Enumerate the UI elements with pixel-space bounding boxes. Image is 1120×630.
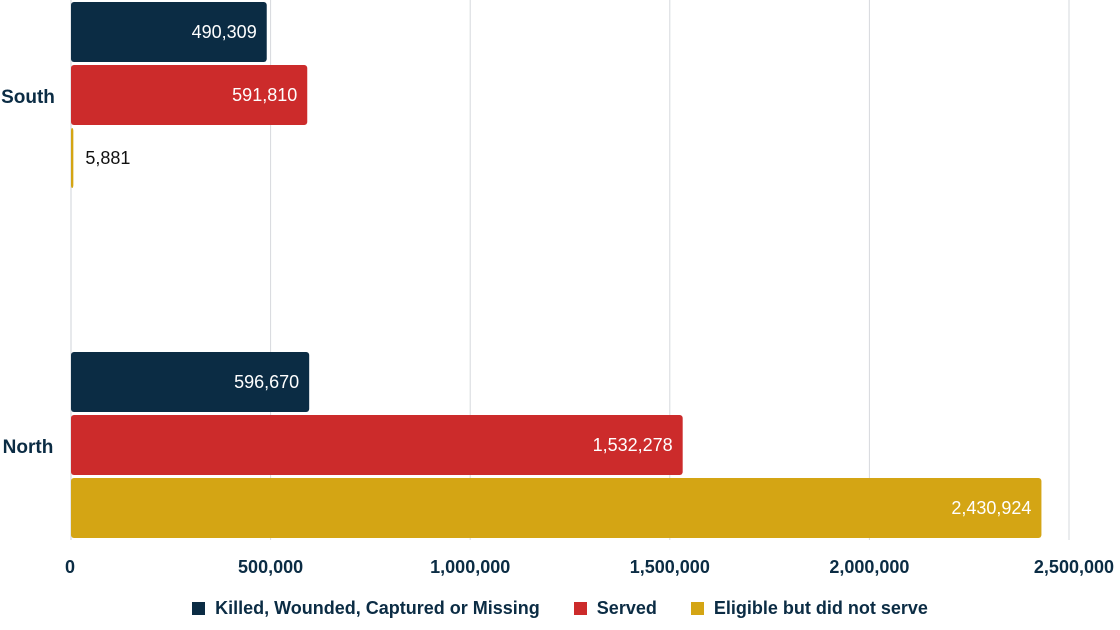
legend-swatch-eligible <box>690 602 704 615</box>
x-tick-label: 1,500,000 <box>630 557 710 577</box>
legend-item-served: Served <box>573 598 657 619</box>
data-label-north-series-1: 596,670 <box>234 372 299 392</box>
bar-south-series-1 <box>71 2 267 62</box>
x-tick-label: 1,000,000 <box>430 557 510 577</box>
data-label-south-series-1: 490,309 <box>192 22 257 42</box>
legend-item-eligible: Eligible but did not serve <box>690 598 928 619</box>
bar-south-series-3 <box>71 128 74 188</box>
bar-south-series-2 <box>71 65 308 125</box>
legend-label-eligible: Eligible but did not serve <box>713 598 928 618</box>
bar-north-series-2 <box>71 415 683 475</box>
category-label-south: South <box>1 87 55 108</box>
data-label-north-series-2: 1,532,278 <box>593 435 673 455</box>
legend-swatch-served <box>573 602 587 615</box>
category-label-north: North <box>3 437 54 458</box>
data-label-south-series-2: 591,810 <box>232 85 297 105</box>
legend-item-casualties: Killed, Wounded, Captured or Missing <box>192 598 540 619</box>
bar-north-series-1 <box>71 352 310 412</box>
legend-label-served: Served <box>596 598 657 618</box>
legend-label-casualties: Killed, Wounded, Captured or Missing <box>215 598 540 618</box>
x-tick-label: 2,500,000 <box>1034 557 1114 577</box>
data-label-north-series-3: 2,430,924 <box>951 498 1031 518</box>
x-tick-label: 0 <box>65 557 75 577</box>
x-tick-label: 2,000,000 <box>829 557 909 577</box>
legend-swatch-casualties <box>192 602 206 615</box>
data-label-south-series-3: 5,881 <box>85 148 130 168</box>
bar-north-series-3 <box>71 478 1042 538</box>
x-tick-label: 500,000 <box>238 557 303 577</box>
legend: Killed, Wounded, Captured or Missing Ser… <box>0 598 1120 619</box>
bar-chart: 0 500,000 1,000,000 1,500,000 2,000,000 2,500… <box>1 0 1114 577</box>
